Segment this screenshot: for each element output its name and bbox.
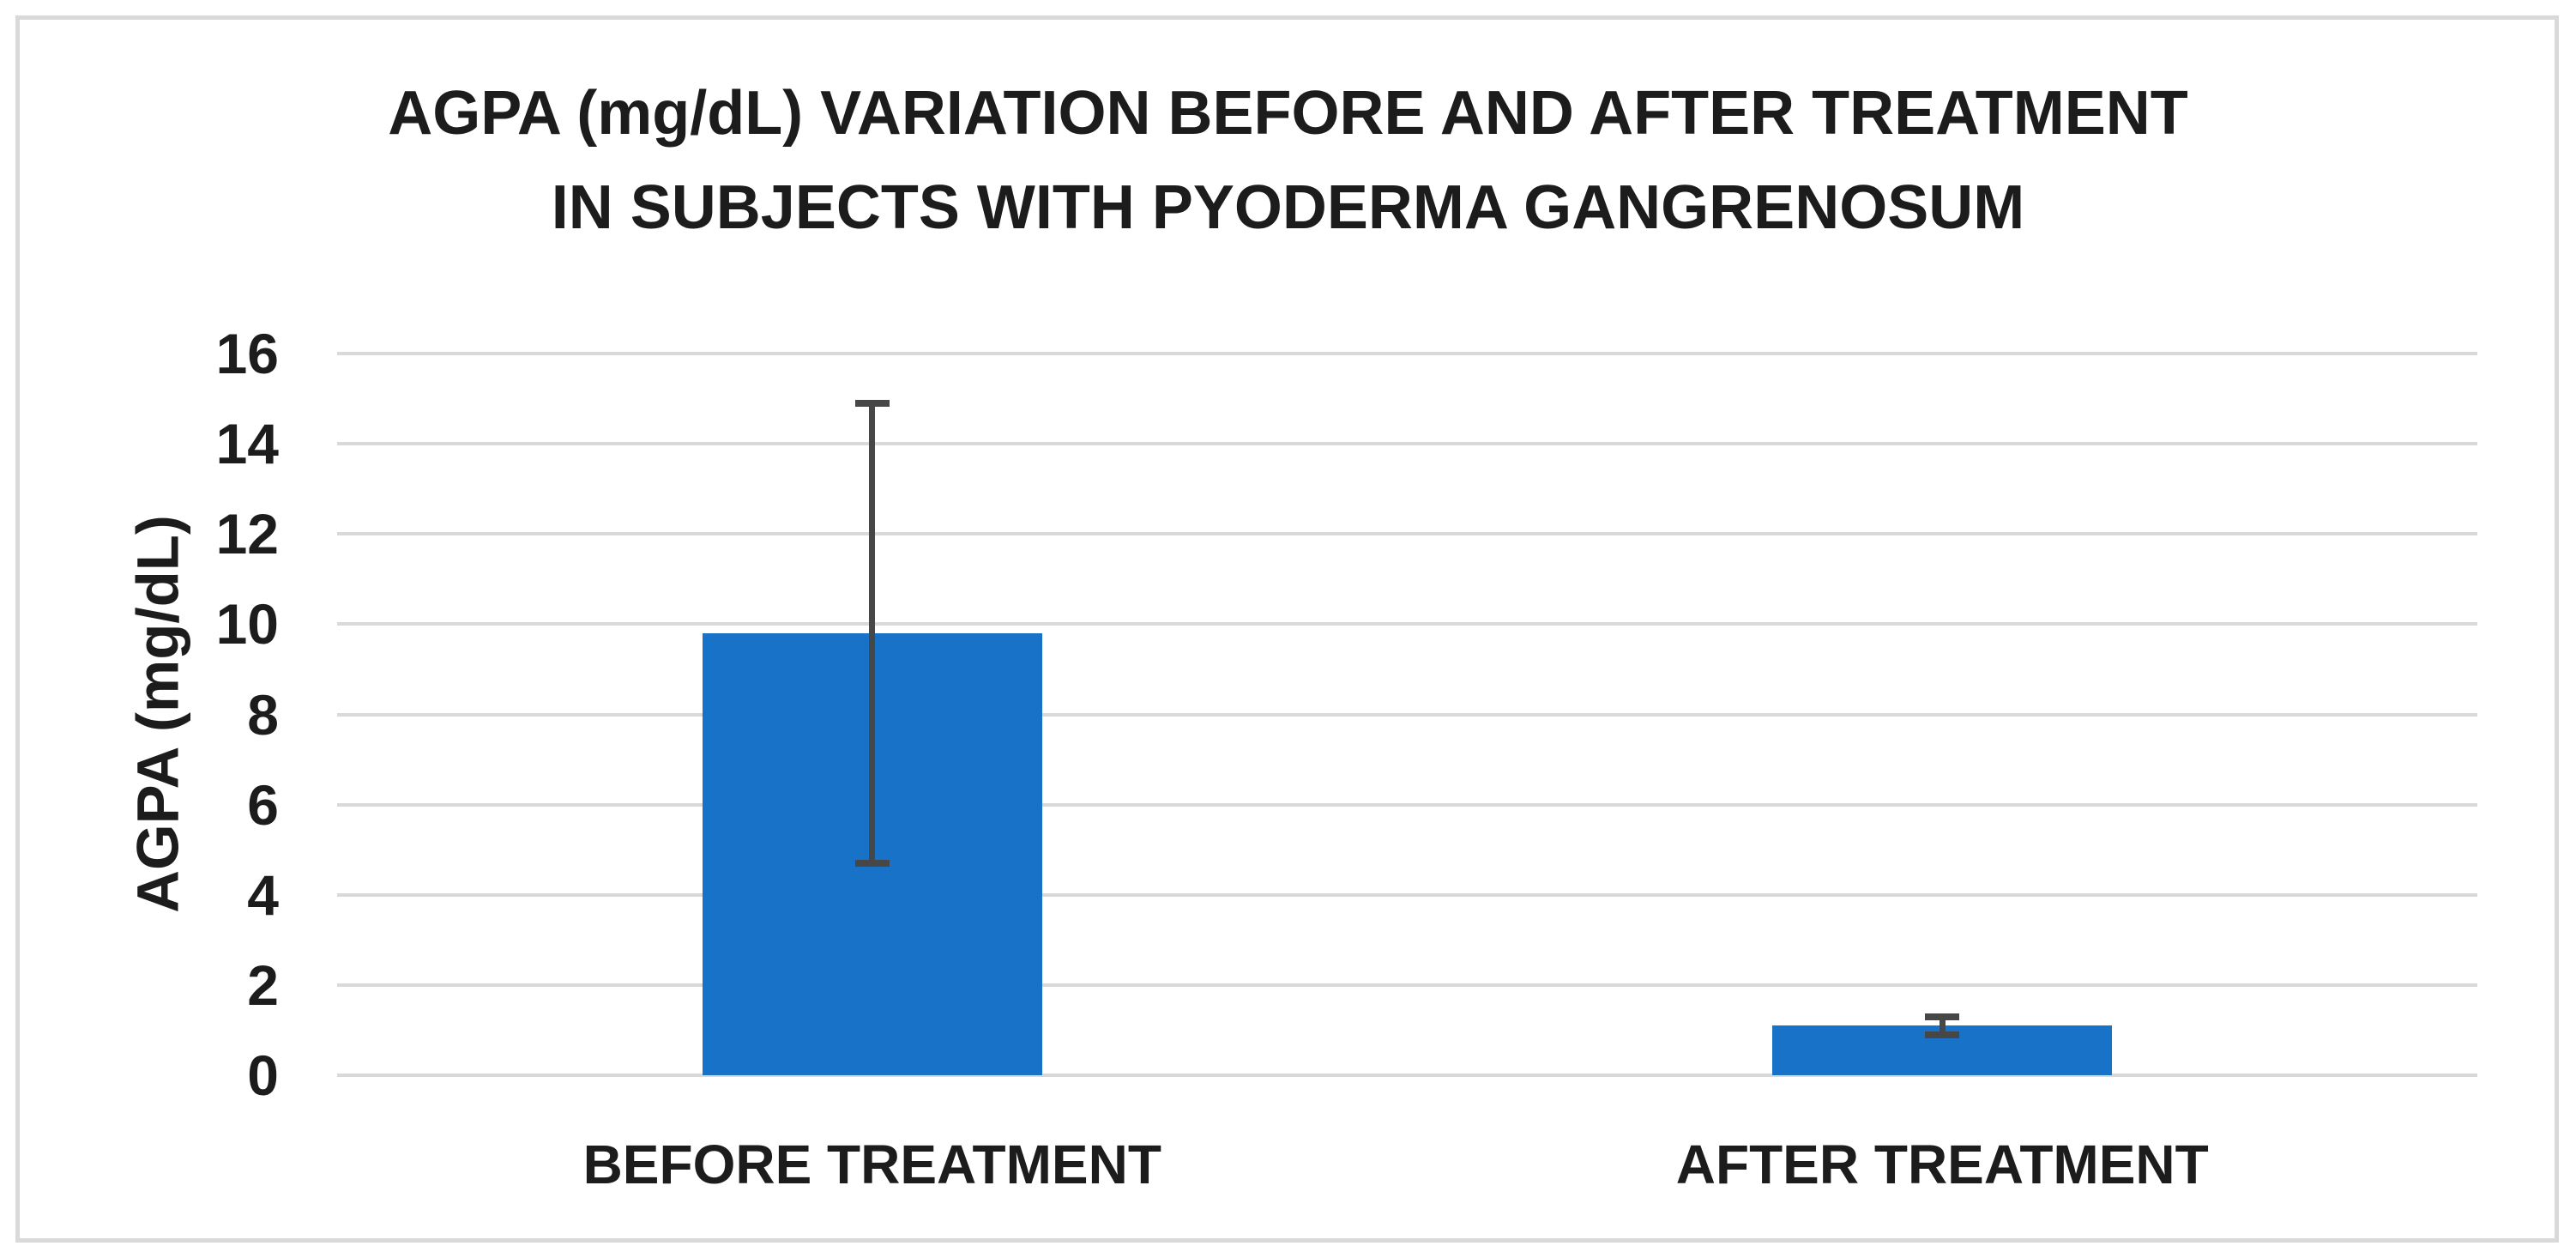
- y-tick-label-16: 16: [215, 322, 279, 385]
- error-bar-cap-top-0: [854, 399, 890, 407]
- error-bar-cap-top-1: [1925, 1013, 1960, 1020]
- gridline-y-14: [337, 442, 2477, 446]
- gridline-y-4: [337, 892, 2477, 897]
- y-tick-label-4: 4: [247, 862, 279, 927]
- y-tick-label-6: 6: [247, 772, 279, 837]
- chart-title-line-1: AGPA (mg/dL) VARIATION BEFORE AND AFTER …: [388, 79, 2188, 148]
- error-bar-cap-bottom-0: [854, 859, 890, 867]
- chart-title: AGPA (mg/dL) VARIATION BEFORE AND AFTER …: [0, 66, 2576, 255]
- y-tick-label-2: 2: [247, 953, 279, 1017]
- gridline-y-16: [337, 352, 2477, 355]
- y-tick-label-10: 10: [215, 592, 279, 656]
- chart-title-line-2: IN SUBJECTS WITH PYODERMA GANGRENOSUM: [551, 173, 2025, 242]
- gridline-y-10: [337, 622, 2477, 626]
- gridline-y-8: [337, 712, 2477, 717]
- y-tick-label-12: 12: [215, 502, 279, 566]
- x-category-label-before-treatment: BEFORE TREATMENT: [582, 1134, 1161, 1195]
- y-tick-label-0: 0: [247, 1043, 279, 1107]
- y-tick-label-8: 8: [247, 682, 279, 747]
- error-bar-cap-bottom-1: [1925, 1031, 1960, 1038]
- x-category-label-after-treatment: AFTER TREATMENT: [1675, 1134, 2209, 1195]
- gridline-y-0: [337, 1074, 2477, 1077]
- gridline-y-2: [337, 983, 2477, 987]
- y-tick-label-14: 14: [215, 412, 279, 476]
- gridline-y-6: [337, 802, 2477, 807]
- error-bar-line-1: [1939, 1016, 1946, 1035]
- gridline-y-12: [337, 532, 2477, 536]
- error-bar-line-0: [869, 402, 876, 863]
